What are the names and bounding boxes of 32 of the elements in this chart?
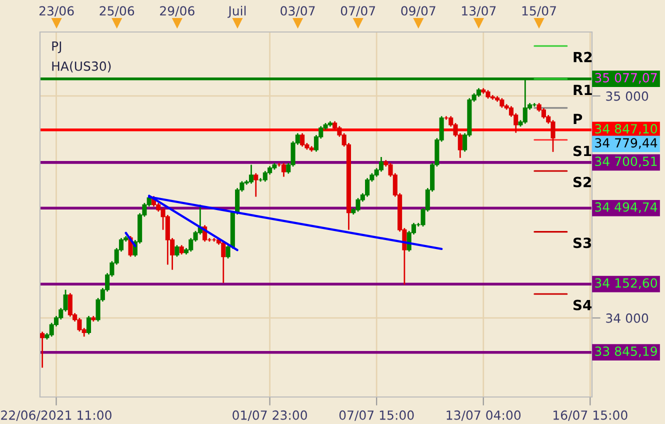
- text: Juil: [228, 6, 246, 18]
- ref-line-label: 34 494,74: [595, 202, 658, 214]
- x-tick-label: 01/07 23:00: [232, 410, 307, 421]
- series-label: S2: [573, 176, 591, 188]
- text: 13/07: [462, 6, 496, 17]
- text: 25/06: [100, 6, 134, 17]
- text: 23/06: [39, 6, 74, 17]
- series-label: R1: [574, 84, 592, 95]
- series-label: P: [574, 114, 582, 124]
- series-label: S1: [573, 146, 592, 156]
- y-tick-label: 34 000: [606, 313, 648, 323]
- x-tick-label: 22/06/2021 11:00: [1, 410, 112, 421]
- y-tick-label: 35 000: [606, 91, 648, 101]
- text: 29/06: [160, 6, 194, 17]
- text: 07/07: [340, 6, 376, 17]
- ref-line-label: 33 845,19: [595, 346, 657, 358]
- x-tick-label: 13/07 04:00: [446, 410, 521, 421]
- x-tick-label: 16/07 15:00: [554, 410, 628, 421]
- series-label: R2: [574, 52, 592, 62]
- text: 09/07: [401, 6, 436, 17]
- ref-line-label: 34 847,10: [595, 124, 657, 135]
- text: 15/07: [522, 6, 556, 17]
- text: 03/07: [280, 6, 315, 17]
- annotation: PJ: [52, 42, 62, 54]
- annotation: HA(US30): [52, 61, 111, 72]
- series-label: S3: [573, 238, 592, 248]
- text: 34 779,44: [595, 138, 658, 149]
- ref-line-label: 35 077,07: [595, 73, 657, 84]
- ref-line-label: 34 152,60: [595, 278, 657, 289]
- ref-line-label: 34 700,51: [595, 156, 657, 168]
- series-label: S4: [573, 300, 592, 310]
- x-tick-label: 07/07 15:00: [339, 410, 414, 421]
